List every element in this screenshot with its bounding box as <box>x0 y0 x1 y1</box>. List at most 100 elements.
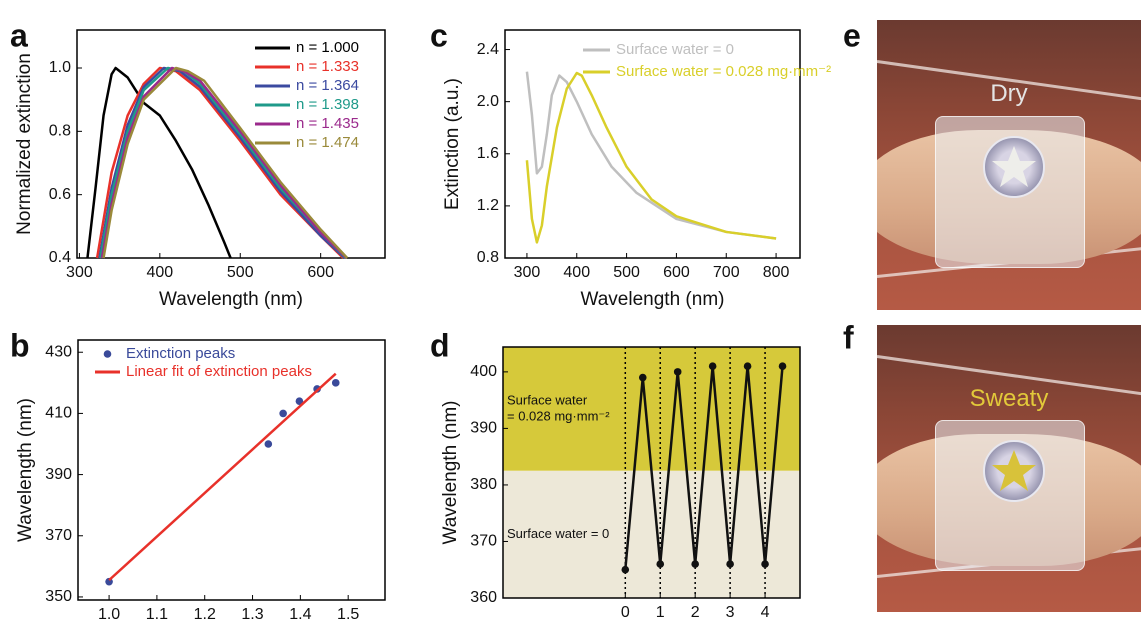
photo-sweaty: Sweaty <box>877 325 1141 612</box>
y-tick-label: 360 <box>470 589 497 606</box>
data-point <box>264 440 273 448</box>
x-tick-label: 800 <box>763 264 790 281</box>
x-tick-label: 1.2 <box>194 606 216 623</box>
y-axis-title: Wavelength (nm) <box>15 398 36 542</box>
star <box>991 449 1036 491</box>
x-tick-label: 1.5 <box>337 606 359 623</box>
y-tick-label: 430 <box>45 343 72 360</box>
figure: a b c d e f 300 400 500 600 0.4 0.6 0.8 1.0 Wave… <box>10 17 861 623</box>
data-point <box>726 560 734 568</box>
y-tick-label: 380 <box>470 476 497 493</box>
panel-label: d <box>430 327 450 363</box>
y-tick-label: 400 <box>470 363 497 380</box>
series-line <box>525 71 777 244</box>
legend-label: n = 1.398 <box>296 96 359 113</box>
y-tick-label: 0.6 <box>49 186 71 203</box>
data-point <box>708 362 717 371</box>
plot-frame <box>76 29 386 259</box>
x-tick-label: 1.0 <box>98 606 120 623</box>
y-tick-label: 2.0 <box>477 93 499 110</box>
data-point <box>656 560 665 568</box>
region-label: Surface water = 0 <box>507 526 609 541</box>
y-tick-label: 370 <box>470 533 497 550</box>
plot-frame <box>504 29 801 259</box>
data-point <box>638 373 647 382</box>
plot-frame <box>502 346 801 599</box>
data-point <box>621 565 630 574</box>
series-line <box>624 364 784 570</box>
y-tick-label: 390 <box>470 420 497 437</box>
x-tick-label: 500 <box>227 264 254 281</box>
data-point <box>295 397 304 405</box>
legend-label: Surface water = 0 <box>616 41 734 58</box>
panel-label: b <box>10 327 30 363</box>
y-tick-label: 1.6 <box>477 145 499 162</box>
x-tick-label: 300 <box>66 264 93 281</box>
y-tick-label: 390 <box>45 466 72 483</box>
y-tick-label: 1.0 <box>49 59 71 76</box>
legend-label: n = 1.333 <box>296 58 359 75</box>
y-axis-title: Extinction (a.u.) <box>442 78 463 210</box>
x-tick-label: 300 <box>514 264 541 281</box>
x-axis-title: Wavelength (nm) <box>581 289 725 310</box>
region-label: Surface water <box>507 392 588 407</box>
x-tick-label: 400 <box>563 264 590 281</box>
series-line <box>86 66 232 259</box>
x-tick-label: 3 <box>726 604 735 621</box>
x-tick-label: 1.3 <box>241 606 263 623</box>
series-line <box>108 372 337 582</box>
photo-dry: Dry <box>877 20 1141 310</box>
x-tick-label: 600 <box>307 264 334 281</box>
data-point <box>673 368 682 376</box>
y-axis-title: Normalized extinction <box>14 53 35 235</box>
legend-label: Surface water = 0.028 mg·mm⁻² <box>616 63 831 80</box>
region-label: = 0.028 mg·mm⁻² <box>507 408 610 423</box>
legend-marker <box>103 350 112 358</box>
sensor <box>982 136 1045 198</box>
y-tick-label: 0.4 <box>49 249 71 266</box>
x-tick-label: 2 <box>691 604 700 621</box>
y-tick-label: 0.8 <box>477 249 499 266</box>
x-tick-label: 0 <box>621 604 630 621</box>
y-tick-label: 370 <box>45 527 72 544</box>
panel-label: f <box>843 319 854 355</box>
panel-label: c <box>430 17 448 53</box>
x-tick-label: 1 <box>656 604 665 621</box>
star <box>991 146 1036 187</box>
y-axis-title: Wavelength (nm) <box>440 401 461 545</box>
x-tick-label: 1.4 <box>289 606 311 623</box>
y-tick-label: 410 <box>45 405 72 422</box>
y-tick-label: 2.4 <box>477 41 499 58</box>
x-tick-label: 4 <box>761 604 770 621</box>
data-point <box>331 379 340 387</box>
plot-frame <box>77 339 386 601</box>
x-tick-label: 700 <box>713 264 740 281</box>
y-tick-label: 0.8 <box>49 123 71 140</box>
region <box>503 470 800 598</box>
x-tick-label: 600 <box>663 264 690 281</box>
panel-label: a <box>10 17 28 53</box>
photo-label: Sweaty <box>969 385 1049 412</box>
legend-label: n = 1.000 <box>296 39 359 56</box>
data-point <box>743 362 752 371</box>
x-axis-title: Wavelength (nm) <box>159 289 303 310</box>
panel-label: e <box>843 17 861 53</box>
sensor <box>982 439 1045 502</box>
legend-label: n = 1.364 <box>296 77 359 94</box>
y-tick-label: 1.2 <box>477 197 499 214</box>
photo-label: Dry <box>990 80 1028 107</box>
legend-label: Extinction peaks <box>126 345 235 362</box>
series-line <box>102 66 349 259</box>
legend-label: Linear fit of extinction peaks <box>126 363 312 380</box>
y-tick-label: 350 <box>45 588 72 605</box>
data-point <box>778 362 787 371</box>
data-point <box>761 560 769 568</box>
data-point <box>691 560 699 568</box>
series-line <box>525 71 777 240</box>
x-tick-label: 400 <box>146 264 173 281</box>
data-point <box>279 409 287 418</box>
legend-label: n = 1.435 <box>296 115 359 132</box>
legend-label: n = 1.474 <box>296 134 359 151</box>
x-tick-label: 500 <box>613 264 640 281</box>
